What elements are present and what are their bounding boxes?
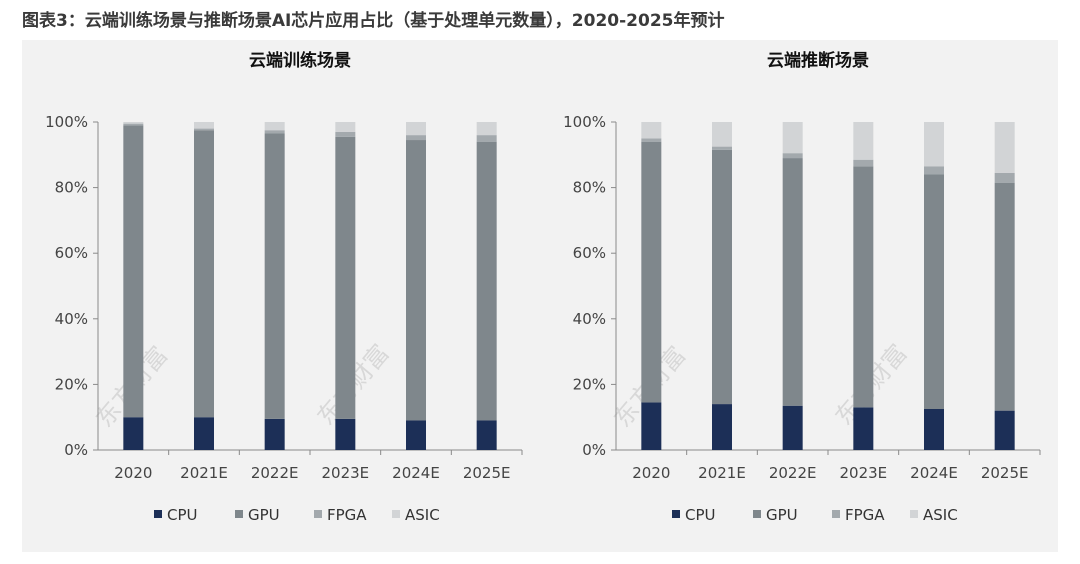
bar-gpu-2021e (194, 130, 214, 418)
y-tick-label: 20% (55, 375, 88, 393)
bar-cpu-2020 (641, 402, 662, 450)
chart-cloud-inference: 云端推断场景东方财富东方财富0%20%40%60%80%100%20202021… (563, 50, 1041, 524)
bar-fpga-2023e (335, 131, 356, 137)
y-tick-label: 0% (582, 441, 606, 459)
bar-gpu-2025e (476, 141, 497, 421)
bar-fpga-2022e (264, 130, 285, 134)
legend-label-fpga: FPGA (327, 506, 367, 524)
bar-gpu-2020 (641, 141, 662, 403)
bar-cpu-2024e (924, 409, 944, 450)
bar-fpga-2023e (853, 159, 874, 167)
figure-title: 图表3：云端训练场景与推断场景AI芯片应用占比（基于处理单元数量），2020-2… (22, 11, 725, 31)
bar-asic-2021e (194, 122, 214, 129)
bar-cpu-2021e (712, 404, 732, 450)
y-tick-label: 80% (573, 179, 606, 197)
bar-fpga-2024e (924, 166, 944, 175)
bar-asic-2024e (924, 122, 944, 167)
bar-gpu-2022e (782, 158, 803, 406)
bar-fpga-2021e (712, 146, 732, 150)
bar-fpga-2025e (994, 172, 1015, 183)
bar-gpu-2024e (406, 140, 426, 421)
x-tick-label: 2021E (180, 464, 228, 482)
bar-gpu-2024e (924, 174, 944, 409)
bar-asic-2024e (406, 122, 426, 136)
x-tick-label: 2022E (251, 464, 299, 482)
bar-asic-2022e (782, 122, 803, 154)
x-tick-label: 2024E (910, 464, 958, 482)
x-tick-label: 2021E (698, 464, 746, 482)
legend-label-asic: ASIC (923, 506, 958, 524)
bar-asic-2023e (335, 122, 356, 132)
y-tick-label: 100% (45, 113, 88, 131)
bar-fpga-2024e (406, 135, 426, 141)
chart-title: 云端训练场景 (249, 50, 351, 71)
bar-gpu-2021e (712, 149, 732, 405)
x-tick-label: 2020 (632, 464, 670, 482)
legend-label-fpga: FPGA (845, 506, 885, 524)
bar-fpga-2021e (194, 128, 214, 131)
chart-cloud-training: 云端训练场景东方财富东方财富0%20%40%60%80%100%20202021… (45, 50, 523, 524)
bar-asic-2025e (994, 122, 1015, 173)
x-tick-label: 2024E (392, 464, 440, 482)
bar-cpu-2023e (853, 407, 874, 450)
legend-swatch-gpu (235, 510, 243, 518)
bar-asic-2020 (641, 122, 662, 139)
bar-gpu-2022e (264, 133, 285, 419)
legend-swatch-asic (910, 510, 918, 518)
bar-fpga-2020 (641, 138, 662, 142)
bar-gpu-2023e (853, 166, 874, 408)
bar-asic-2021e (712, 122, 732, 147)
y-tick-label: 20% (573, 375, 606, 393)
bar-asic-2023e (853, 122, 874, 160)
bar-cpu-2021e (194, 417, 214, 450)
legend-swatch-gpu (753, 510, 761, 518)
chart-title: 云端推断场景 (767, 50, 869, 71)
legend-swatch-fpga (314, 510, 322, 518)
bar-cpu-2025e (994, 410, 1015, 450)
y-tick-label: 60% (55, 244, 88, 262)
legend-swatch-cpu (154, 510, 162, 518)
legend-swatch-asic (392, 510, 400, 518)
x-tick-label: 2022E (769, 464, 817, 482)
x-tick-label: 2025E (463, 464, 511, 482)
x-tick-label: 2020 (114, 464, 152, 482)
legend-label-gpu: GPU (248, 506, 280, 524)
legend-swatch-cpu (672, 510, 680, 518)
legend-label-gpu: GPU (766, 506, 798, 524)
bar-asic-2020 (123, 122, 144, 124)
bar-gpu-2023e (335, 136, 356, 419)
y-tick-label: 0% (64, 441, 88, 459)
bar-cpu-2023e (335, 418, 356, 450)
bar-fpga-2022e (782, 153, 803, 159)
legend-label-asic: ASIC (405, 506, 440, 524)
x-tick-label: 2023E (840, 464, 888, 482)
legend-swatch-fpga (832, 510, 840, 518)
bar-fpga-2020 (123, 123, 144, 126)
bar-gpu-2020 (123, 125, 144, 418)
legend-label-cpu: CPU (167, 506, 198, 524)
bar-gpu-2025e (994, 182, 1015, 411)
bar-fpga-2025e (476, 135, 497, 142)
bar-cpu-2022e (264, 418, 285, 450)
y-tick-label: 100% (563, 113, 606, 131)
x-tick-label: 2025E (981, 464, 1029, 482)
bar-asic-2025e (476, 122, 497, 136)
legend-label-cpu: CPU (685, 506, 716, 524)
y-tick-label: 40% (573, 310, 606, 328)
bar-cpu-2024e (406, 420, 426, 450)
y-tick-label: 60% (573, 244, 606, 262)
bar-asic-2022e (264, 122, 285, 131)
bar-cpu-2020 (123, 417, 144, 450)
y-tick-label: 80% (55, 179, 88, 197)
y-tick-label: 40% (55, 310, 88, 328)
x-tick-label: 2023E (322, 464, 370, 482)
bar-cpu-2022e (782, 405, 803, 450)
bar-cpu-2025e (476, 420, 497, 450)
